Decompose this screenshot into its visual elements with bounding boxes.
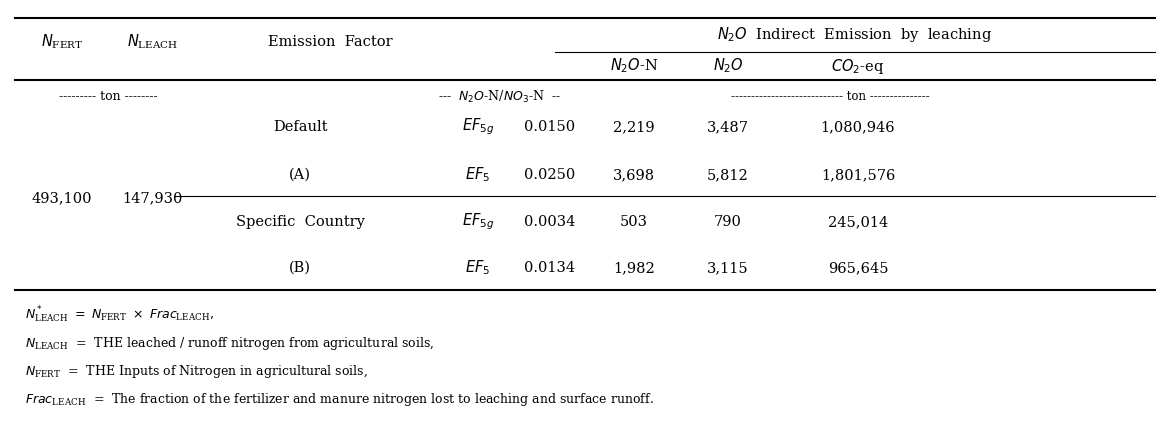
Text: $EF_{5g}$: $EF_{5g}$ xyxy=(462,117,495,138)
Text: 965,645: 965,645 xyxy=(827,261,888,275)
Text: Emission  Factor: Emission Factor xyxy=(267,35,393,49)
Text: (A): (A) xyxy=(289,168,311,182)
Text: 0.0134: 0.0134 xyxy=(524,261,575,275)
Text: 2,219: 2,219 xyxy=(613,120,655,134)
Text: (B): (B) xyxy=(289,261,311,275)
Text: 1,801,576: 1,801,576 xyxy=(820,168,895,182)
Text: --------- ton --------: --------- ton -------- xyxy=(59,90,157,104)
Text: $N_{\mathregular{LEACH}}$  =  THE leached / runoff nitrogen from agricultural so: $N_{\mathregular{LEACH}}$ = THE leached … xyxy=(25,335,435,352)
Text: $N_2O$: $N_2O$ xyxy=(713,57,743,75)
Text: ---------------------------- ton ---------------: ---------------------------- ton -------… xyxy=(730,90,929,104)
Text: $CO_2$-eq: $CO_2$-eq xyxy=(831,57,885,76)
Text: $N_{\mathregular{FERT}}$  =  THE Inputs of Nitrogen in agricultural soils,: $N_{\mathregular{FERT}}$ = THE Inputs of… xyxy=(25,363,368,380)
Text: $N_{\mathregular{FERT}}$: $N_{\mathregular{FERT}}$ xyxy=(41,32,83,51)
Text: Default: Default xyxy=(273,120,327,134)
Text: 493,100: 493,100 xyxy=(32,191,93,206)
Text: 0.0034: 0.0034 xyxy=(524,215,575,229)
Text: $EF_{5}$: $EF_{5}$ xyxy=(465,166,491,184)
Text: $EF_{5g}$: $EF_{5g}$ xyxy=(462,212,495,232)
Text: $N_2O$  Indirect  Emission  by  leaching: $N_2O$ Indirect Emission by leaching xyxy=(717,24,993,44)
Text: $Frac_{\mathregular{LEACH}}$  =  The fraction of the fertilizer and manure nitro: $Frac_{\mathregular{LEACH}}$ = The fract… xyxy=(25,391,654,408)
Text: 503: 503 xyxy=(620,215,648,229)
Text: $N_{\mathregular{LEACH}}$: $N_{\mathregular{LEACH}}$ xyxy=(127,32,177,51)
Text: 3,487: 3,487 xyxy=(707,120,749,134)
Text: $EF_{5}$: $EF_{5}$ xyxy=(465,259,491,277)
Text: 5,812: 5,812 xyxy=(707,168,749,182)
Text: 147,930: 147,930 xyxy=(122,191,182,206)
Text: Specific  Country: Specific Country xyxy=(236,215,364,229)
Text: 245,014: 245,014 xyxy=(827,215,888,229)
Text: 0.0150: 0.0150 xyxy=(524,120,575,134)
Text: ---  $N_2O$-N/$NO_3$-N  --: --- $N_2O$-N/$NO_3$-N -- xyxy=(438,89,561,105)
Text: 1,982: 1,982 xyxy=(613,261,655,275)
Text: 0.0250: 0.0250 xyxy=(524,168,575,182)
Text: 3,698: 3,698 xyxy=(613,168,655,182)
Text: 790: 790 xyxy=(714,215,742,229)
Text: $N_{\mathregular{LEACH}}^*\ =\ N_{\mathregular{FERT}}\ \times\ Frac_{\mathregula: $N_{\mathregular{LEACH}}^*\ =\ N_{\mathr… xyxy=(25,305,213,325)
Text: $N_2O$-N: $N_2O$-N xyxy=(609,57,659,75)
Text: 1,080,946: 1,080,946 xyxy=(820,120,895,134)
Text: 3,115: 3,115 xyxy=(707,261,749,275)
